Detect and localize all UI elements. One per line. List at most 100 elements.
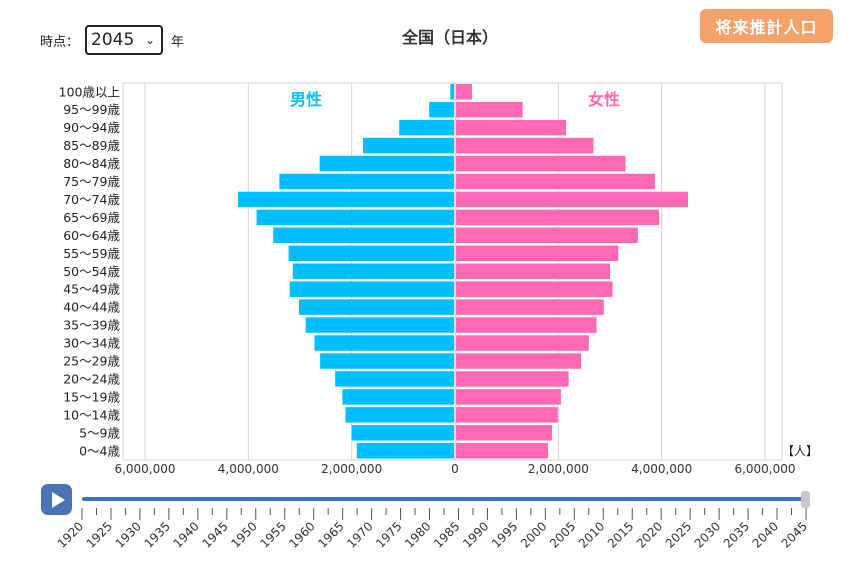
female-bar bbox=[456, 353, 582, 369]
age-group-label: 80～84歳 bbox=[63, 156, 120, 171]
timeline-year-label: 2035 bbox=[721, 519, 752, 550]
female-bar bbox=[456, 119, 567, 136]
age-group-label: 20～24歳 bbox=[63, 371, 120, 386]
timeline-year-label: 1950 bbox=[228, 519, 259, 550]
timeline-year-label: 2040 bbox=[750, 519, 781, 550]
timeline-year-label: 2015 bbox=[605, 519, 636, 550]
timeline-year-label: 1930 bbox=[113, 519, 144, 550]
male-bar bbox=[356, 443, 454, 459]
male-bar bbox=[279, 173, 454, 190]
timeline-axis: 1920192519301935194019451950195519601965… bbox=[55, 508, 810, 551]
timeline-year-label: 1925 bbox=[84, 519, 115, 550]
time-label: 時点： bbox=[40, 34, 80, 50]
age-group-label: 60～64歳 bbox=[63, 228, 120, 243]
age-group-label: 5～9歳 bbox=[79, 425, 120, 440]
age-group-label: 10～14歳 bbox=[63, 407, 120, 422]
age-group-label: 50～54歳 bbox=[63, 264, 120, 279]
timeline-year-label: 1970 bbox=[344, 519, 375, 550]
female-bar bbox=[456, 425, 553, 441]
female-bar bbox=[456, 299, 604, 315]
timeline-year-label: 2020 bbox=[634, 519, 665, 550]
female-bar bbox=[456, 155, 626, 172]
male-bar bbox=[314, 335, 454, 351]
year-selector-group: 時点： 2045 ⌄ 年 bbox=[40, 24, 184, 56]
x-tick-label: 4,000,000 bbox=[631, 462, 692, 476]
timeline-year-label: 1985 bbox=[431, 519, 462, 550]
timeline-year-label: 1980 bbox=[402, 519, 433, 550]
timeline-year-label: 1945 bbox=[199, 519, 230, 550]
x-tick-label: 2,000,000 bbox=[321, 462, 382, 476]
male-bar bbox=[273, 227, 454, 244]
female-bar bbox=[456, 84, 473, 100]
female-bar bbox=[456, 227, 638, 244]
female-bar bbox=[456, 281, 613, 297]
male-bar bbox=[351, 425, 454, 441]
male-bar bbox=[288, 245, 454, 262]
age-group-label: 45～49歳 bbox=[63, 282, 120, 297]
age-group-label: 40～44歳 bbox=[63, 300, 120, 315]
male-bar bbox=[429, 101, 454, 118]
male-label: 男性 bbox=[290, 90, 322, 109]
year-select-value: 2045 bbox=[91, 30, 135, 50]
timeline-year-label: 2005 bbox=[547, 519, 578, 550]
male-bar bbox=[342, 389, 454, 405]
timeline-year-label: 1955 bbox=[257, 519, 288, 550]
unit-label: 【人】 bbox=[782, 444, 818, 458]
male-bar bbox=[305, 317, 454, 333]
female-bar bbox=[456, 371, 569, 387]
female-label: 女性 bbox=[588, 90, 620, 109]
future-projection-button[interactable]: 将来推計人口 bbox=[700, 9, 833, 43]
male-bar bbox=[289, 281, 454, 297]
timeline-year-label: 1920 bbox=[55, 519, 86, 550]
timeline-year-label: 2025 bbox=[663, 519, 694, 550]
age-group-label: 0～4歳 bbox=[79, 443, 120, 458]
timeline-year-label: 2010 bbox=[576, 519, 607, 550]
timeline-slider-track[interactable] bbox=[82, 497, 806, 501]
x-tick-label: 0 bbox=[451, 462, 459, 476]
timeline-year-label: 2045 bbox=[779, 519, 810, 550]
year-select[interactable]: 2045 ⌄ bbox=[85, 25, 164, 55]
female-bar bbox=[456, 191, 689, 208]
female-bar bbox=[456, 263, 610, 279]
year-suffix: 年 bbox=[171, 34, 185, 50]
timeline-year-label: 2030 bbox=[692, 519, 723, 550]
male-bar bbox=[399, 119, 454, 136]
age-group-label: 90～94歳 bbox=[63, 120, 120, 135]
x-tick-label: 2,000,000 bbox=[528, 462, 589, 476]
timeline-year-label: 1975 bbox=[373, 519, 404, 550]
male-bar bbox=[345, 407, 454, 423]
female-bar bbox=[456, 245, 619, 262]
age-group-label: 65～69歳 bbox=[63, 210, 120, 225]
male-bar bbox=[363, 137, 454, 154]
timeline-year-label: 1935 bbox=[142, 519, 173, 550]
female-bar bbox=[456, 389, 561, 405]
male-bar bbox=[319, 155, 454, 172]
male-bar bbox=[256, 209, 454, 226]
female-bar bbox=[456, 335, 589, 351]
age-group-label: 15～19歳 bbox=[63, 389, 120, 404]
timeline-year-label: 1960 bbox=[286, 519, 317, 550]
female-bar bbox=[456, 173, 655, 190]
age-group-label: 55～59歳 bbox=[63, 246, 120, 261]
female-bar bbox=[456, 407, 558, 423]
x-tick-label: 4,000,000 bbox=[218, 462, 279, 476]
play-button[interactable] bbox=[41, 484, 72, 515]
female-bar bbox=[456, 443, 548, 459]
female-bar bbox=[456, 137, 594, 154]
age-group-label: 30～34歳 bbox=[63, 336, 120, 351]
timeline-slider-thumb[interactable] bbox=[801, 491, 810, 508]
age-group-label: 85～89歳 bbox=[63, 138, 120, 153]
male-bar bbox=[450, 84, 454, 100]
age-group-label: 25～29歳 bbox=[63, 354, 120, 369]
timeline-year-label: 1965 bbox=[315, 519, 346, 550]
timeline-year-label: 1995 bbox=[489, 519, 520, 550]
x-tick-label: 6,000,000 bbox=[734, 462, 795, 476]
play-icon bbox=[51, 491, 65, 508]
timeline-year-label: 1940 bbox=[170, 519, 201, 550]
chevron-down-icon: ⌄ bbox=[144, 33, 156, 47]
age-group-label: 100歳以上 bbox=[59, 84, 120, 99]
male-bar bbox=[320, 353, 454, 369]
male-bar bbox=[335, 371, 454, 387]
male-bar bbox=[238, 191, 454, 208]
age-group-label: 35～39歳 bbox=[63, 318, 120, 333]
